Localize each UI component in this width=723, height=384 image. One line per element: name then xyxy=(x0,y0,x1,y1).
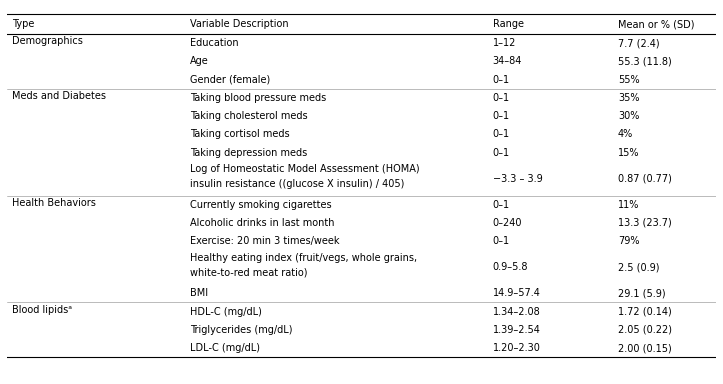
Text: 0–1: 0–1 xyxy=(492,147,510,157)
Text: 13.3 (23.7): 13.3 (23.7) xyxy=(618,218,672,228)
Text: 11%: 11% xyxy=(618,200,639,210)
Text: Blood lipidsᵃ: Blood lipidsᵃ xyxy=(12,305,72,315)
Text: 4%: 4% xyxy=(618,129,633,139)
Text: 15%: 15% xyxy=(618,147,639,157)
Text: Range: Range xyxy=(492,19,523,29)
Text: 30%: 30% xyxy=(618,111,639,121)
Text: 1.34–2.08: 1.34–2.08 xyxy=(492,306,540,316)
Text: 0–1: 0–1 xyxy=(492,111,510,121)
Text: Variable Description: Variable Description xyxy=(190,19,288,29)
Text: 55%: 55% xyxy=(618,74,640,84)
Text: 0–1: 0–1 xyxy=(492,129,510,139)
Text: 0.9–5.8: 0.9–5.8 xyxy=(492,262,528,272)
Text: Currently smoking cigarettes: Currently smoking cigarettes xyxy=(190,200,332,210)
Text: 35%: 35% xyxy=(618,93,639,103)
Text: Gender (female): Gender (female) xyxy=(190,74,270,84)
Text: Mean or % (SD): Mean or % (SD) xyxy=(618,19,695,29)
Text: LDL-C (mg/dL): LDL-C (mg/dL) xyxy=(190,343,260,353)
Text: Taking blood pressure meds: Taking blood pressure meds xyxy=(190,93,326,103)
Text: Healthy eating index (fruit/vegs, whole grains,: Healthy eating index (fruit/vegs, whole … xyxy=(190,253,417,263)
Text: Meds and Diabetes: Meds and Diabetes xyxy=(12,91,106,101)
Text: 29.1 (5.9): 29.1 (5.9) xyxy=(618,288,666,298)
Text: 79%: 79% xyxy=(618,236,639,246)
Text: Log of Homeostatic Model Assessment (HOMA): Log of Homeostatic Model Assessment (HOM… xyxy=(190,164,419,174)
Text: 0–1: 0–1 xyxy=(492,74,510,84)
Text: Alcoholic drinks in last month: Alcoholic drinks in last month xyxy=(190,218,335,228)
Text: 1.20–2.30: 1.20–2.30 xyxy=(492,343,541,353)
Text: 2.5 (0.9): 2.5 (0.9) xyxy=(618,262,659,272)
Text: 0–1: 0–1 xyxy=(492,93,510,103)
Text: Taking depression meds: Taking depression meds xyxy=(190,147,307,157)
Text: 2.00 (0.15): 2.00 (0.15) xyxy=(618,343,672,353)
Text: Age: Age xyxy=(190,56,209,66)
Text: 0.87 (0.77): 0.87 (0.77) xyxy=(618,174,672,184)
Text: 0–1: 0–1 xyxy=(492,236,510,246)
Text: Triglycerides (mg/dL): Triglycerides (mg/dL) xyxy=(190,325,293,335)
Text: 2.05 (0.22): 2.05 (0.22) xyxy=(618,325,672,335)
Text: 1–12: 1–12 xyxy=(492,38,516,48)
Text: Exercise: 20 min 3 times/week: Exercise: 20 min 3 times/week xyxy=(190,236,340,246)
Text: 14.9–57.4: 14.9–57.4 xyxy=(492,288,541,298)
Text: Type: Type xyxy=(12,19,35,29)
Text: insulin resistance ((glucose X insulin) / 405): insulin resistance ((glucose X insulin) … xyxy=(190,179,404,189)
Text: Demographics: Demographics xyxy=(12,36,83,46)
Text: Taking cholesterol meds: Taking cholesterol meds xyxy=(190,111,308,121)
Text: HDL-C (mg/dL): HDL-C (mg/dL) xyxy=(190,306,262,316)
Text: 0–240: 0–240 xyxy=(492,218,522,228)
Text: Education: Education xyxy=(190,38,239,48)
Text: 0–1: 0–1 xyxy=(492,200,510,210)
Text: 1.39–2.54: 1.39–2.54 xyxy=(492,325,541,335)
Text: white-to-red meat ratio): white-to-red meat ratio) xyxy=(190,268,307,278)
Text: 55.3 (11.8): 55.3 (11.8) xyxy=(618,56,672,66)
Text: Taking cortisol meds: Taking cortisol meds xyxy=(190,129,290,139)
Text: Health Behaviors: Health Behaviors xyxy=(12,198,96,208)
Text: −3.3 – 3.9: −3.3 – 3.9 xyxy=(492,174,542,184)
Text: 34–84: 34–84 xyxy=(492,56,522,66)
Text: 7.7 (2.4): 7.7 (2.4) xyxy=(618,38,659,48)
Text: BMI: BMI xyxy=(190,288,208,298)
Text: 1.72 (0.14): 1.72 (0.14) xyxy=(618,306,672,316)
